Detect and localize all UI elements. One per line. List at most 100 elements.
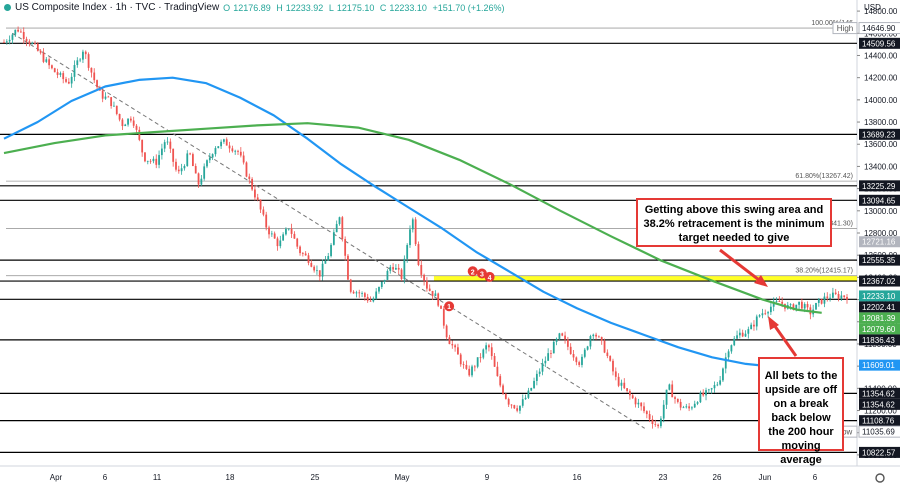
candle-body: [428, 288, 431, 291]
candle-body: [550, 353, 552, 354]
candle-body: [606, 352, 609, 357]
candle-body: [426, 280, 428, 289]
price-label-text: 12081.39: [862, 314, 896, 323]
annotation-swing-area: Getting above this swing area and 38.2% …: [636, 198, 832, 247]
candle-body: [166, 141, 169, 143]
candle-body: [564, 335, 566, 340]
status-dot-icon: [4, 4, 11, 11]
candle-body: [724, 357, 727, 369]
candle-body: [490, 347, 493, 357]
candle-body: [270, 233, 273, 235]
low-label: L: [328, 2, 334, 13]
candle-body: [524, 397, 527, 400]
candle-body: [747, 329, 750, 334]
price-label-box: [859, 301, 900, 313]
candle-body: [736, 335, 738, 339]
candle-body: [5, 41, 8, 43]
candle-body: [172, 148, 175, 162]
ma-200-hour-line: [3, 122, 822, 314]
price-label-text: 11035.69: [862, 428, 895, 437]
candle-body: [468, 368, 471, 376]
candle-body: [256, 197, 259, 200]
candle-body: [208, 157, 211, 161]
candle-body: [186, 153, 189, 167]
candle-body: [597, 336, 600, 338]
candle-body: [17, 29, 19, 32]
candle-body: [248, 176, 251, 179]
candle-body: [640, 402, 643, 407]
price-label-text: 12555.35: [862, 256, 896, 265]
candle-body: [358, 292, 361, 294]
candle-body: [451, 344, 454, 346]
candle-body: [798, 301, 800, 305]
candle-body: [124, 124, 127, 127]
candle-body: [76, 60, 79, 66]
candle-body: [101, 90, 104, 99]
price-label-box: [859, 290, 900, 302]
event-marker-label: 2: [471, 269, 475, 276]
candle-body: [56, 72, 59, 75]
candle-body: [479, 357, 482, 359]
price-label-box: [859, 275, 900, 287]
candle-body: [392, 267, 394, 270]
candle-body: [409, 229, 411, 246]
low-value: 12175.10: [336, 2, 375, 13]
price-label-box: [859, 128, 900, 140]
ohlc-readout: O 12176.89 H 12233.92 L 12175.10 C 12233.10 …: [223, 3, 507, 13]
settings-gear-icon: [875, 473, 885, 483]
candle-body: [800, 301, 803, 309]
candle-body: [499, 376, 502, 386]
price-label-box: [859, 387, 900, 399]
candle-body: [8, 39, 11, 42]
candle-body: [276, 238, 279, 247]
candle-body: [378, 286, 380, 292]
fib-level-label: 38.20%(12415.17): [795, 268, 853, 275]
candle-body: [293, 233, 296, 239]
candle-body: [552, 341, 555, 354]
candle-body: [459, 354, 462, 365]
candle-body: [767, 312, 769, 314]
event-marker: [484, 271, 495, 282]
x-tick-label: 6: [103, 473, 108, 482]
candle-body: [380, 281, 383, 287]
arrow-to-swing-zone: [719, 248, 764, 285]
candle-body: [420, 264, 423, 275]
candle-body: [612, 360, 614, 372]
candle-body: [454, 345, 457, 348]
candle-body: [155, 158, 158, 165]
candle-body: [42, 52, 45, 62]
candle-body: [657, 424, 660, 427]
candle-body: [473, 366, 476, 368]
candle-body: [149, 160, 152, 162]
candle-body: [538, 371, 541, 374]
candle-body: [832, 292, 834, 298]
candle-body: [321, 263, 324, 277]
candle-body: [755, 316, 758, 327]
price-label-box: [859, 334, 900, 346]
candle-body: [727, 351, 730, 358]
candle-body: [772, 301, 775, 307]
symbol-title[interactable]: US Composite Index · 1h · TVC · TradingV…: [15, 2, 220, 13]
candle-body: [648, 414, 651, 420]
candle-body: [338, 217, 341, 225]
candle-body: [304, 253, 307, 256]
candle-body: [73, 65, 76, 77]
candle-body: [175, 161, 177, 170]
y-tick-label: 14200.00: [864, 74, 898, 83]
price-label-text: 12367.02: [862, 277, 896, 286]
x-tick-label: 6: [813, 473, 818, 482]
candle-body: [65, 79, 67, 82]
candle-body: [372, 298, 375, 302]
candle-body: [654, 424, 657, 425]
candle-body: [285, 228, 287, 235]
candle-body: [496, 366, 499, 377]
candle-body: [617, 376, 620, 386]
price-label-box: [859, 415, 900, 427]
candle-body: [144, 152, 146, 162]
candle-body: [758, 315, 761, 317]
candle-body: [203, 166, 206, 179]
candle-body: [691, 407, 693, 409]
candle-body: [355, 292, 358, 294]
candle-body: [674, 397, 676, 399]
